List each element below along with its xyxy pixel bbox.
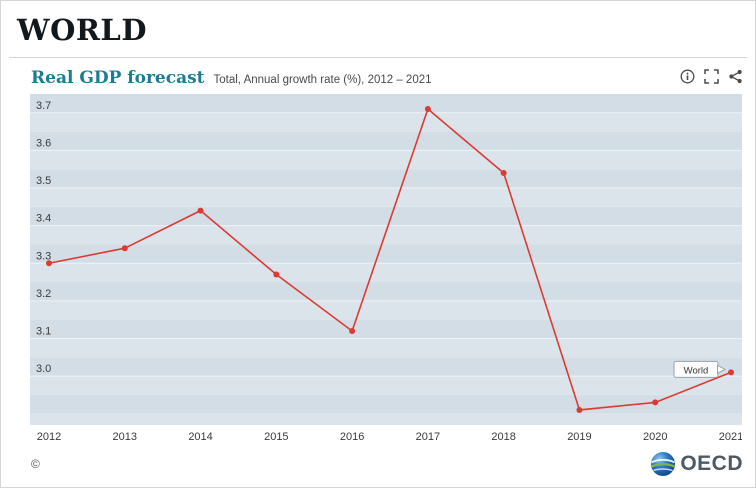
svg-text:3.0: 3.0 (36, 363, 51, 375)
oecd-globe-icon (650, 451, 676, 477)
chart-footer: © (1, 449, 755, 481)
fullscreen-icon[interactable] (704, 69, 719, 84)
chart-toolbar (680, 69, 743, 84)
chart-panel: Real GDP forecast Total, Annual growth r… (1, 58, 755, 481)
svg-text:3.3: 3.3 (36, 250, 51, 262)
chart-title: Real GDP forecast (31, 68, 205, 88)
info-icon[interactable] (680, 69, 695, 84)
svg-text:2021: 2021 (719, 431, 742, 443)
svg-text:3.2: 3.2 (36, 288, 51, 300)
svg-text:2017: 2017 (416, 431, 440, 443)
svg-text:2012: 2012 (37, 431, 61, 443)
svg-text:2018: 2018 (491, 431, 515, 443)
divider (9, 57, 747, 58)
chart-header: Real GDP forecast Total, Annual growth r… (1, 58, 755, 94)
svg-text:2015: 2015 (264, 431, 288, 443)
oecd-logo[interactable]: OECD (650, 451, 743, 477)
svg-text:3.1: 3.1 (36, 325, 51, 337)
oecd-logo-text: OECD (680, 452, 743, 475)
gdp-line-chart[interactable]: 3.0 3.1 3.2 3.3 3.4 3.5 3.6 3.7 2012 2013 2014 2015… (30, 94, 742, 449)
svg-text:3.4: 3.4 (36, 213, 51, 225)
svg-text:2013: 2013 (113, 431, 137, 443)
svg-text:2016: 2016 (340, 431, 364, 443)
chart-subtitle: Total, Annual growth rate (%), 2012 – 20… (213, 74, 432, 86)
svg-text:3.6: 3.6 (36, 137, 51, 149)
page-title: WORLD (17, 13, 147, 47)
svg-text:2014: 2014 (188, 431, 212, 443)
svg-text:2019: 2019 (567, 431, 591, 443)
svg-text:World: World (684, 365, 709, 376)
svg-text:3.7: 3.7 (36, 100, 51, 112)
copyright: © (31, 457, 40, 471)
share-icon[interactable] (728, 69, 743, 84)
svg-text:2020: 2020 (643, 431, 667, 443)
svg-text:3.5: 3.5 (36, 175, 51, 187)
